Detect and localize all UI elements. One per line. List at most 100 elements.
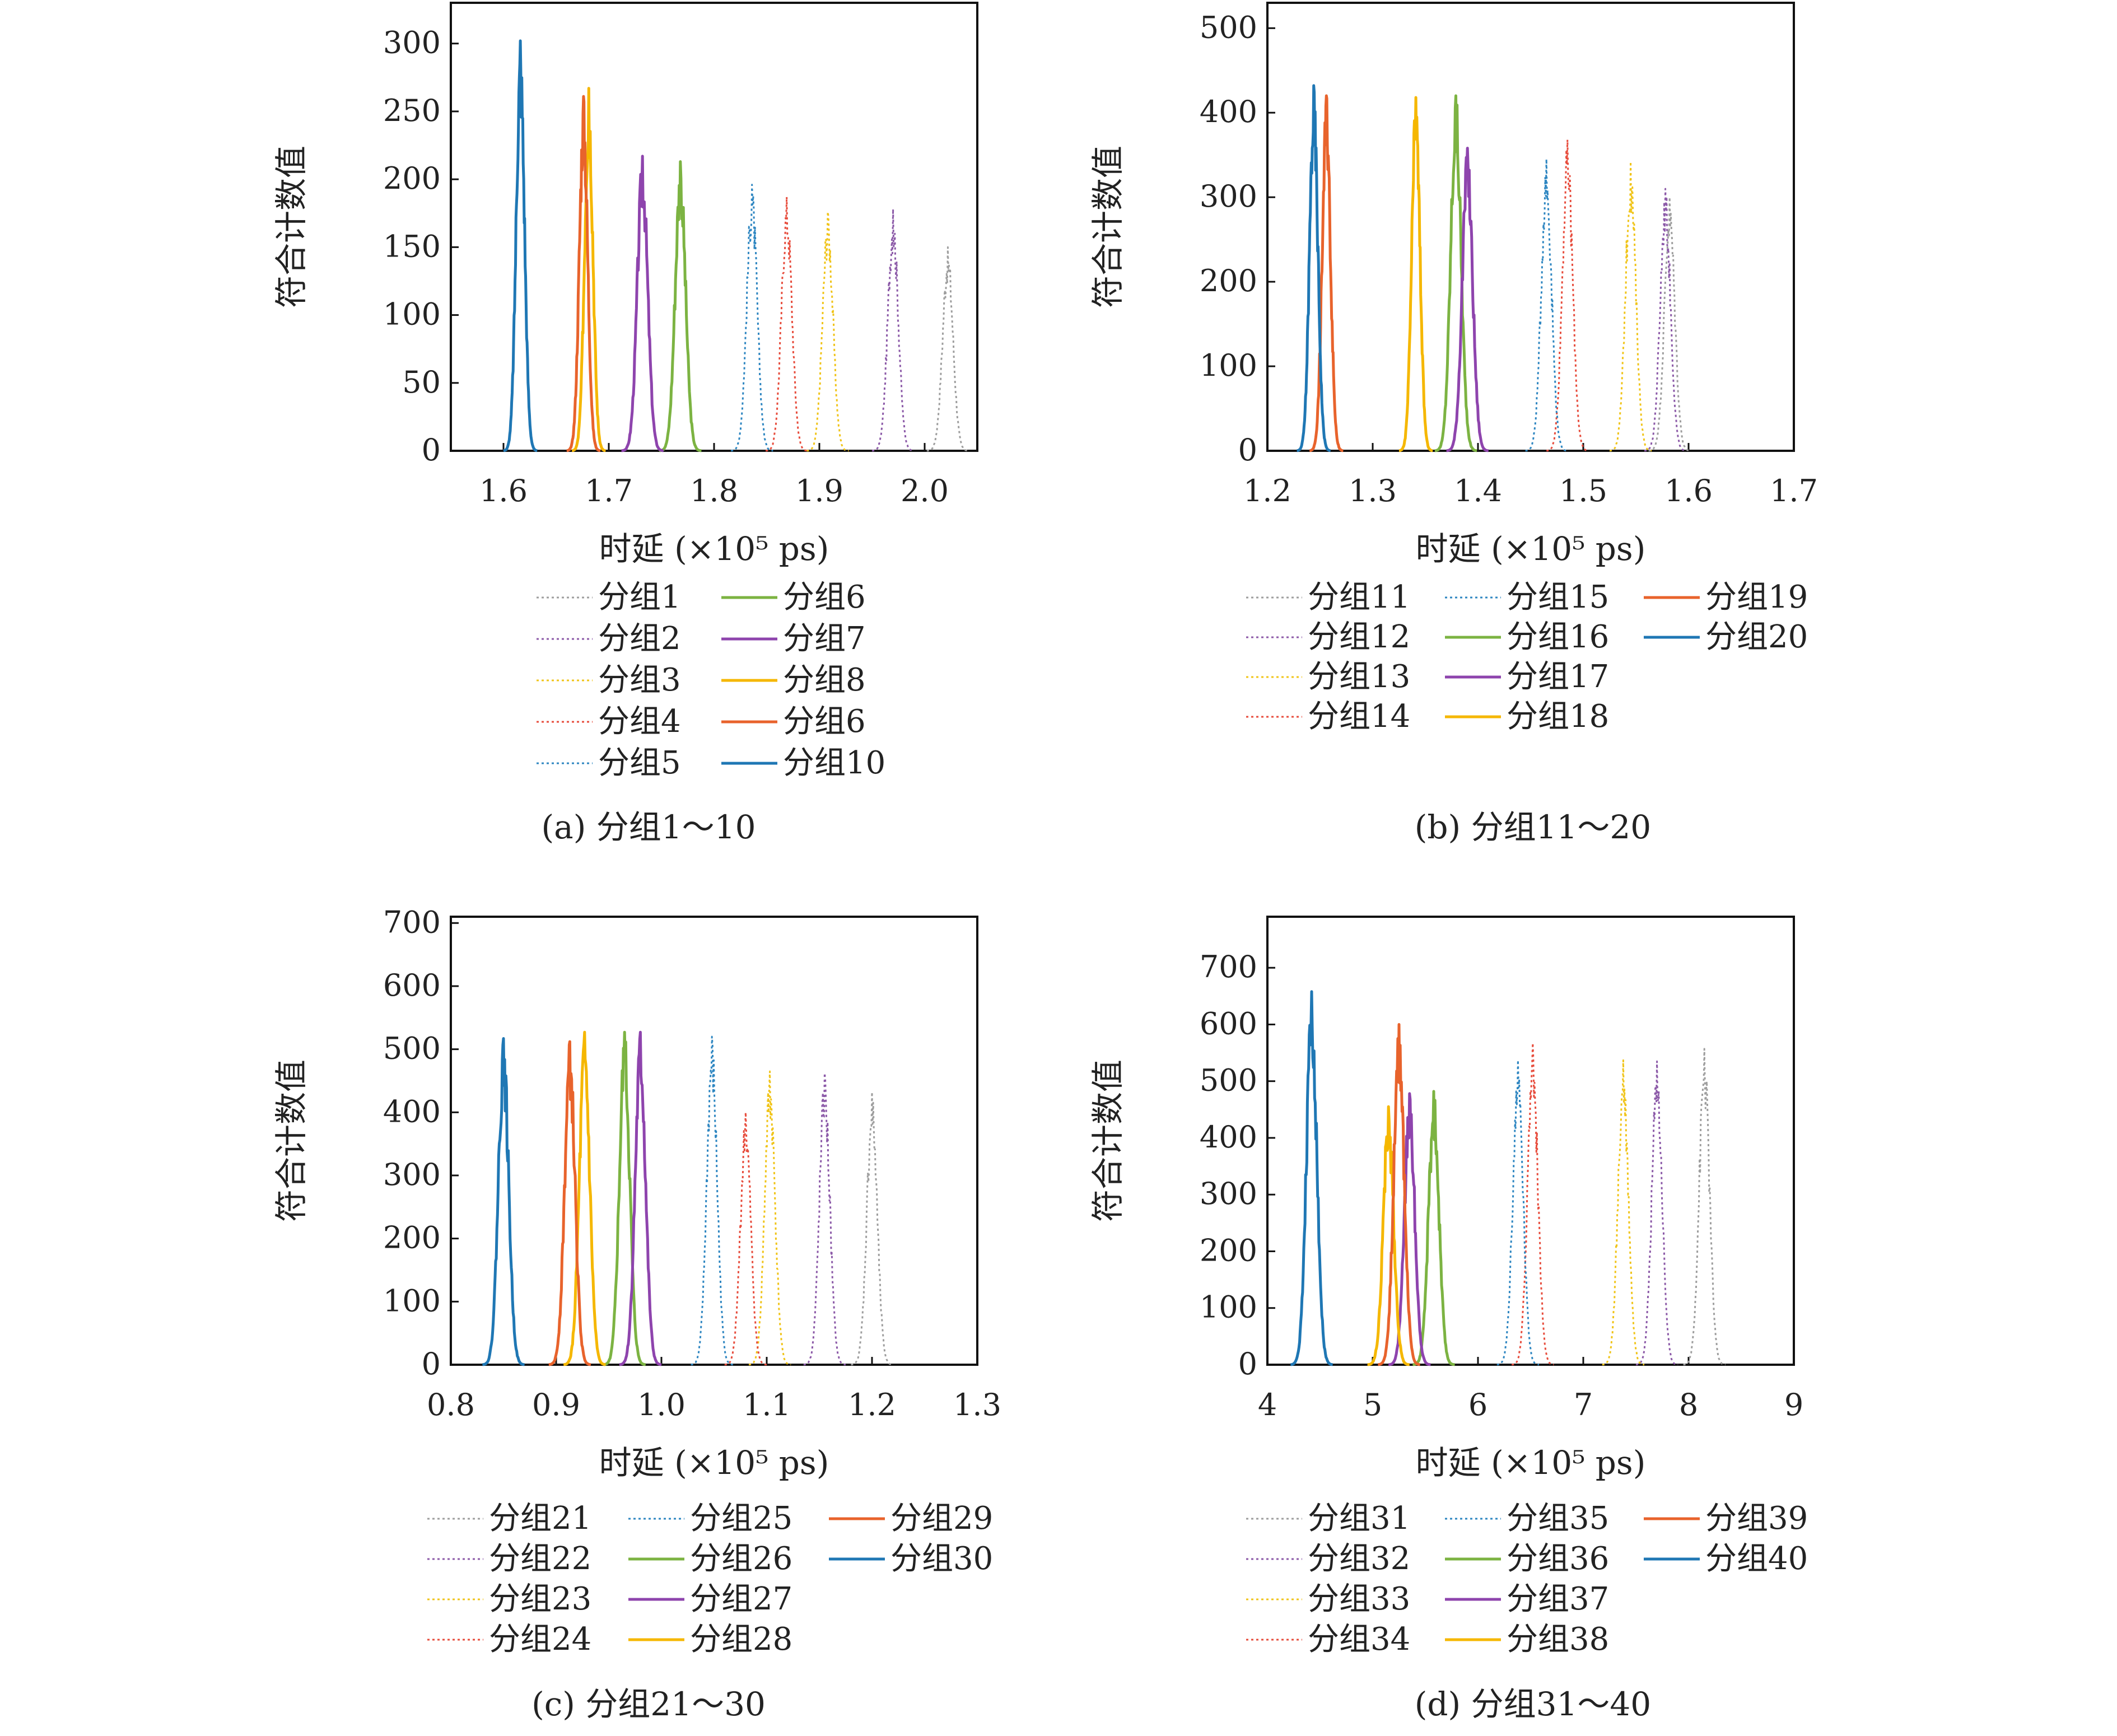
y-tick-label: 500 [383, 1031, 441, 1066]
legend-label: 分组31 [1308, 1500, 1410, 1537]
y-axis-label: 符合计数值 [272, 1060, 310, 1222]
legend-label: 分组38 [1507, 1621, 1609, 1658]
legend-label: 分组8 [783, 662, 866, 698]
x-tick-label: 9 [1784, 1387, 1803, 1422]
y-tick-label: 400 [1200, 94, 1257, 129]
series-分组27-line [618, 1030, 663, 1366]
legend-label: 分组29 [890, 1500, 993, 1537]
legend-label: 分组34 [1308, 1621, 1410, 1658]
series-分组31-line [1683, 1048, 1726, 1366]
y-axis-label: 符合计数值 [272, 146, 310, 308]
series-分组4-line [765, 196, 808, 452]
series-分组34-line [1511, 1042, 1554, 1366]
series-分组39-line [1377, 1023, 1421, 1366]
legend-label: 分组32 [1308, 1541, 1410, 1577]
x-tick-label: 1.3 [1349, 473, 1397, 508]
series-分组38-line [1367, 1105, 1411, 1366]
series-分组13-line [1609, 161, 1652, 452]
series-分组5-line [730, 184, 773, 452]
chart-panel-b: 0 100 200 300 400 500 1.2 1.3 1.4 1.5 1.6 1.7 时延 (×1… [1089, 2, 1818, 846]
y-tick-label: 200 [383, 161, 441, 196]
y-tick-label: 200 [383, 1220, 441, 1256]
legend-label: 分组24 [489, 1621, 591, 1658]
legend-label: 分组22 [489, 1541, 591, 1577]
series-分组16-line [1434, 94, 1478, 452]
x-tick-label: 1.5 [1559, 473, 1607, 508]
series-分组35-line [1496, 1059, 1540, 1366]
series-分组25-line [691, 1035, 734, 1366]
y-tick-label: 200 [1200, 1233, 1257, 1268]
y-tick-label: 500 [1200, 1063, 1257, 1098]
x-axis-label: 时延 (×10⁵ ps) [599, 530, 829, 568]
series-分组21-line [851, 1091, 893, 1366]
series-分组22-line [803, 1072, 846, 1366]
legend-label: 分组6 [783, 579, 866, 615]
series-分组14-line [1546, 139, 1589, 452]
series-分组15-line [1525, 158, 1568, 452]
series-分组26-line [603, 1030, 647, 1366]
series-分组24-line [724, 1111, 767, 1366]
legend-label: 分组36 [1507, 1541, 1609, 1577]
x-tick-label: 0.9 [532, 1387, 580, 1422]
y-tick-label: 500 [1200, 10, 1257, 45]
legend-label: 分组4 [598, 703, 681, 740]
series-分组30-line [482, 1037, 525, 1366]
series-分组19-line [1308, 94, 1344, 452]
x-tick-label: 0.8 [427, 1387, 475, 1422]
y-axis-label: 符合计数值 [1089, 1060, 1127, 1222]
series-分组8-line [571, 87, 607, 452]
y-tick-label: 400 [383, 1094, 441, 1129]
y-tick-label: 100 [383, 1283, 441, 1318]
y-tick-label: 300 [1200, 1176, 1257, 1211]
x-tick-label: 1.1 [743, 1387, 791, 1422]
legend-label: 分组23 [489, 1581, 591, 1617]
series-分组10-line [502, 39, 538, 452]
series-分组6-line [658, 160, 702, 452]
x-tick-label: 1.4 [1454, 473, 1502, 508]
legend: 分组1 分组2 分组3 分组4 分组5 分组6 分组7 分组8 分组6 分组10 [537, 579, 885, 781]
x-tick-label: 1.6 [1664, 473, 1713, 508]
y-tick-label: 50 [402, 365, 441, 400]
series-分组17-line [1445, 147, 1490, 452]
series-分组3-line [806, 211, 850, 452]
x-tick-label: 1.7 [1770, 473, 1818, 508]
legend-label: 分组26 [690, 1541, 792, 1577]
legend-label: 分组37 [1507, 1581, 1609, 1617]
legend-label: 分组7 [783, 620, 866, 657]
legend-label: 分组2 [598, 620, 681, 657]
x-tick-label: 1.8 [690, 473, 738, 508]
y-tick-label: 300 [383, 1157, 441, 1192]
series-分组33-line [1602, 1059, 1645, 1366]
chart-panel-a: 0 50 100 150 200 250 300 1.6 1.7 1.8 1.9 2.0 时延 (×10… [272, 2, 978, 846]
series-分组28-line [562, 1030, 607, 1366]
series-分组40-line [1289, 990, 1333, 1366]
series-分组11-line [1648, 196, 1691, 452]
plot-frame [1266, 2, 1795, 452]
y-tick-label: 100 [383, 297, 441, 332]
x-tick-label: 6 [1468, 1387, 1488, 1422]
y-tick-label: 300 [383, 25, 441, 60]
x-tick-label: 1.3 [953, 1387, 1001, 1422]
chart-panel-c: 0 100 200 300 400 500 600 700 0.8 0.9 1.0 1.1 1.2 1.3… [272, 904, 1001, 1723]
legend-label: 分组5 [598, 745, 681, 781]
legend: 分组21 分组22 分组23 分组24 分组25 分组26 分组27 分组28 分组29 分组30 [427, 1500, 993, 1658]
y-tick-label: 0 [422, 1346, 441, 1382]
panel-caption: (b) 分组11～20 [1415, 808, 1651, 846]
legend-label: 分组6 [783, 703, 866, 740]
legend-label: 分组14 [1308, 698, 1410, 735]
x-tick-label: 7 [1574, 1387, 1593, 1422]
x-tick-label: 1.0 [637, 1387, 686, 1422]
legend-label: 分组11 [1308, 579, 1410, 615]
y-tick-label: 700 [383, 904, 441, 940]
legend-label: 分组27 [690, 1581, 792, 1617]
legend-label: 分组30 [890, 1541, 993, 1577]
series-分组6-line [566, 95, 601, 452]
legend-label: 分组40 [1705, 1541, 1808, 1577]
legend-label: 分组28 [690, 1621, 792, 1658]
plot-frame [1266, 916, 1795, 1366]
legend-label: 分组20 [1705, 619, 1808, 655]
y-tick-label: 0 [1238, 1346, 1257, 1382]
y-tick-label: 250 [383, 93, 441, 128]
